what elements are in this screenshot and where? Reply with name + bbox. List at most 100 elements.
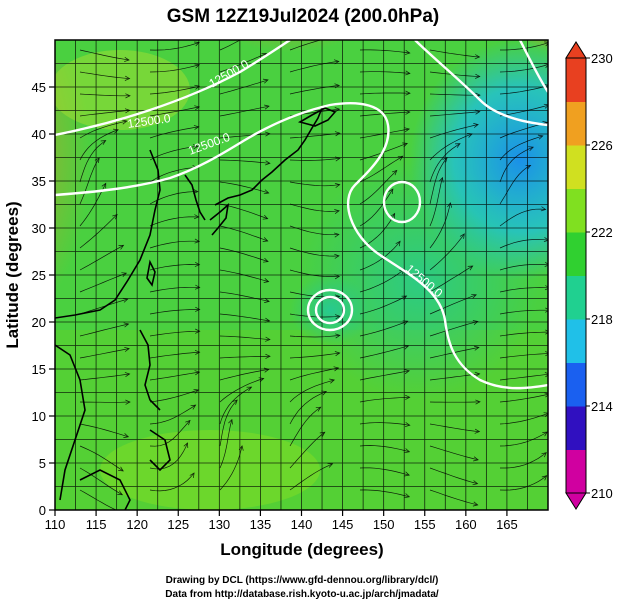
streamline [289, 313, 340, 318]
streamline-arrow [124, 57, 130, 62]
streamline [429, 489, 478, 506]
streamline-arrow [124, 346, 130, 352]
streamline [79, 423, 129, 438]
streamline [359, 128, 410, 139]
streamline [429, 445, 479, 461]
streamline-arrow [541, 475, 548, 481]
streamline-arrow [238, 445, 244, 451]
streamline-arrow [315, 406, 322, 412]
streamline [219, 378, 264, 403]
streamline-arrow [405, 394, 411, 400]
streamline [79, 129, 119, 161]
streamline-arrow [334, 131, 341, 137]
y-axis-label: Latitude (degrees) [3, 201, 22, 348]
streamline [429, 233, 465, 271]
streamline-arrow [123, 433, 130, 438]
coast-borneo [79, 469, 131, 510]
streamline [499, 104, 548, 117]
streamline-arrow [402, 142, 408, 148]
streamline [359, 422, 410, 426]
streamline-arrow [262, 78, 269, 84]
streamline [499, 264, 548, 271]
streamline-arrow [475, 73, 481, 79]
streamline [499, 331, 548, 337]
streamline-arrow [404, 50, 411, 55]
streamline-arrow [459, 233, 465, 239]
streamline-arrow [404, 369, 410, 375]
streamline-arrow [544, 392, 548, 398]
streamline-arrow [334, 314, 341, 320]
streamline-arrow [193, 125, 200, 130]
streamline [359, 320, 408, 337]
streamline [79, 467, 123, 496]
streamline [359, 489, 410, 498]
streamline [149, 85, 200, 95]
x-tick-label: 145 [332, 517, 354, 532]
streamline [149, 420, 191, 447]
streamline-arrow [113, 128, 119, 134]
streamline-arrow [263, 367, 270, 373]
streamline-arrow [334, 182, 341, 188]
streamline [79, 140, 106, 183]
streamline [79, 214, 118, 249]
streamline-arrow [192, 144, 199, 150]
contours [55, 40, 548, 390]
colorbar-label: 226 [591, 138, 613, 153]
streamline [149, 42, 200, 51]
streamline [149, 216, 199, 227]
colorbar-segment [566, 319, 586, 363]
streamlines [79, 35, 548, 510]
streamline-arrow [121, 272, 128, 278]
streamline-arrow [544, 285, 548, 291]
colorbar-frame [565, 57, 587, 494]
streamline-arrow [112, 213, 118, 220]
streamline [289, 132, 340, 139]
x-tick-label: 120 [126, 517, 148, 532]
credit-line-2: Data from http://database.rish.kyoto-u.a… [165, 589, 439, 600]
streamline-arrow [262, 237, 269, 242]
streamline-arrow [528, 146, 534, 152]
streamline [289, 61, 339, 73]
colorbar-segment [566, 449, 586, 494]
streamline [219, 313, 270, 322]
streamline [219, 105, 270, 117]
streamline-arrow [447, 202, 453, 208]
streamline [289, 157, 340, 161]
streamline [79, 272, 127, 293]
streamline [429, 423, 480, 432]
streamline [499, 287, 548, 293]
streamline [219, 369, 269, 381]
streamline-arrow [265, 336, 271, 342]
coast-japan-honshu [214, 107, 323, 206]
streamline [219, 181, 269, 194]
streamline [429, 93, 481, 96]
streamline-arrow [333, 35, 338, 39]
streamline-arrow [473, 456, 479, 462]
streamline-arrow [545, 329, 548, 335]
x-axis-label: Longitude (degrees) [220, 540, 383, 559]
streamline [359, 188, 394, 227]
streamline-arrow [262, 214, 269, 220]
streamline-arrow [472, 501, 479, 507]
streamline-arrow [405, 70, 411, 76]
streamline [79, 489, 117, 510]
streamline [499, 64, 548, 73]
streamline-arrow [329, 378, 335, 384]
streamline [359, 92, 411, 95]
y-tick-label: 30 [32, 221, 46, 236]
x-axis: 110 115 120 125 130 135 140 145 150 155 160 165 [45, 510, 518, 532]
streamline [359, 155, 403, 183]
streamline [359, 241, 401, 271]
streamline [289, 181, 340, 187]
streamline [499, 146, 534, 183]
coastlines [55, 107, 337, 510]
streamline-arrow [264, 104, 270, 110]
streamline-arrow [117, 490, 124, 496]
streamline [289, 85, 340, 95]
coast-indochina [55, 344, 86, 501]
streamline [79, 445, 124, 472]
streamline-arrow [474, 109, 481, 115]
streamline [219, 53, 267, 73]
streamline-arrow [543, 103, 548, 109]
streamline [289, 431, 326, 469]
